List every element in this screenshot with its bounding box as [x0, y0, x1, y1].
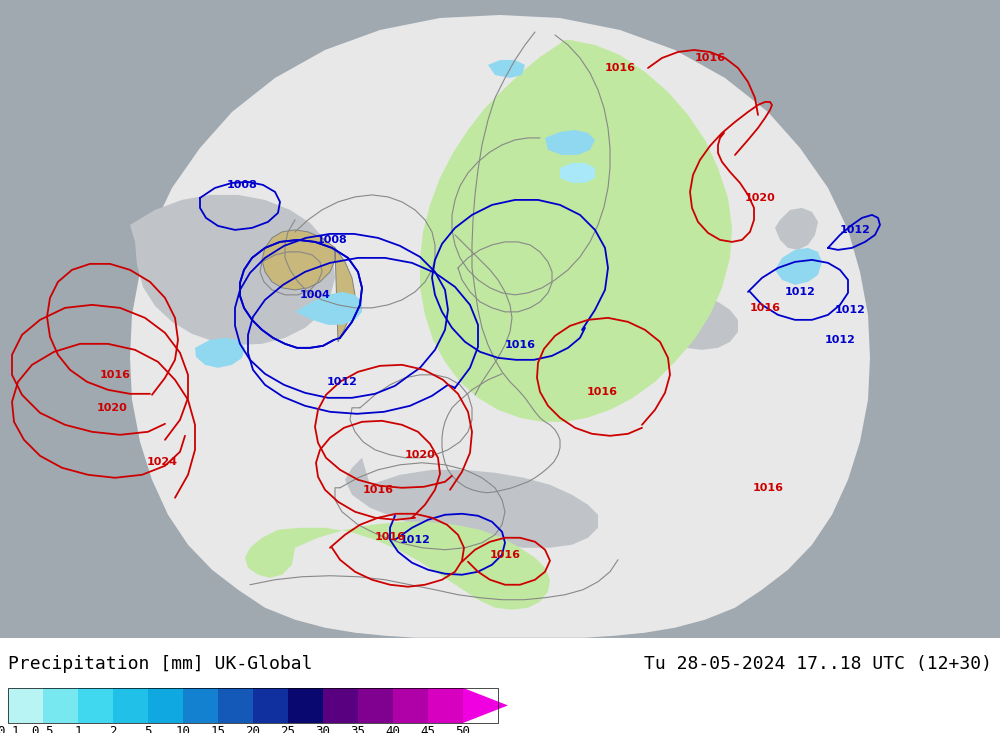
Text: 5: 5	[144, 725, 152, 733]
Text: 1016: 1016	[750, 303, 780, 313]
Text: 1016: 1016	[362, 485, 394, 495]
Text: 20: 20	[246, 725, 260, 733]
Polygon shape	[560, 163, 595, 183]
Text: 1016: 1016	[753, 483, 784, 493]
Text: 1020: 1020	[745, 193, 775, 203]
Text: 1016: 1016	[374, 531, 406, 542]
Polygon shape	[775, 248, 822, 285]
Text: 1024: 1024	[146, 457, 178, 467]
Text: 1008: 1008	[227, 180, 257, 190]
Text: 1: 1	[74, 725, 82, 733]
Polygon shape	[295, 292, 362, 325]
Bar	[113, 688, 148, 723]
Polygon shape	[130, 15, 870, 638]
Bar	[78, 688, 113, 723]
Text: 1020: 1020	[405, 450, 435, 460]
Polygon shape	[345, 458, 598, 548]
Text: 1016: 1016	[100, 370, 130, 380]
Text: 30: 30	[316, 725, 330, 733]
Text: 2: 2	[109, 725, 117, 733]
Text: 1012: 1012	[400, 535, 430, 545]
Text: 10: 10	[176, 725, 190, 733]
Text: 15: 15	[210, 725, 226, 733]
Text: 40: 40	[386, 725, 400, 733]
Text: 1020: 1020	[97, 403, 127, 413]
Polygon shape	[0, 0, 1000, 638]
Bar	[253, 688, 288, 723]
Text: 1004: 1004	[300, 290, 330, 300]
Text: 1012: 1012	[840, 225, 870, 235]
Text: Precipitation [mm] UK-Global: Precipitation [mm] UK-Global	[8, 655, 312, 673]
Text: 50: 50	[456, 725, 471, 733]
Text: 1016: 1016	[604, 63, 636, 73]
Text: 1012: 1012	[785, 287, 815, 297]
Polygon shape	[262, 230, 355, 342]
Bar	[358, 688, 393, 723]
Text: 1016: 1016	[505, 340, 536, 350]
Bar	[428, 688, 463, 723]
Text: Tu 28-05-2024 17..18 UTC (12+30): Tu 28-05-2024 17..18 UTC (12+30)	[644, 655, 992, 673]
Polygon shape	[130, 195, 335, 345]
Polygon shape	[545, 130, 595, 155]
Text: 45: 45	[420, 725, 436, 733]
Bar	[393, 688, 428, 723]
Text: 1012: 1012	[825, 335, 855, 345]
Polygon shape	[463, 688, 508, 723]
Polygon shape	[245, 522, 550, 610]
Text: 35: 35	[351, 725, 366, 733]
Polygon shape	[195, 338, 245, 368]
Bar	[288, 688, 323, 723]
Bar	[323, 688, 358, 723]
Text: 1016: 1016	[586, 387, 618, 397]
Text: 25: 25	[280, 725, 296, 733]
Text: 0.5: 0.5	[32, 725, 54, 733]
Text: 1008: 1008	[317, 235, 347, 245]
Bar	[183, 688, 218, 723]
Polygon shape	[488, 60, 525, 78]
Polygon shape	[420, 40, 732, 421]
Bar	[218, 688, 253, 723]
Polygon shape	[645, 298, 738, 350]
Bar	[43, 688, 78, 723]
Text: 0.1: 0.1	[0, 725, 19, 733]
Polygon shape	[775, 208, 818, 250]
Bar	[8, 688, 498, 723]
Bar	[8, 688, 43, 723]
Text: 1012: 1012	[327, 377, 357, 387]
Text: 1016: 1016	[490, 550, 520, 560]
Bar	[148, 688, 183, 723]
Text: 1012: 1012	[835, 305, 865, 315]
Text: 1016: 1016	[694, 53, 726, 63]
